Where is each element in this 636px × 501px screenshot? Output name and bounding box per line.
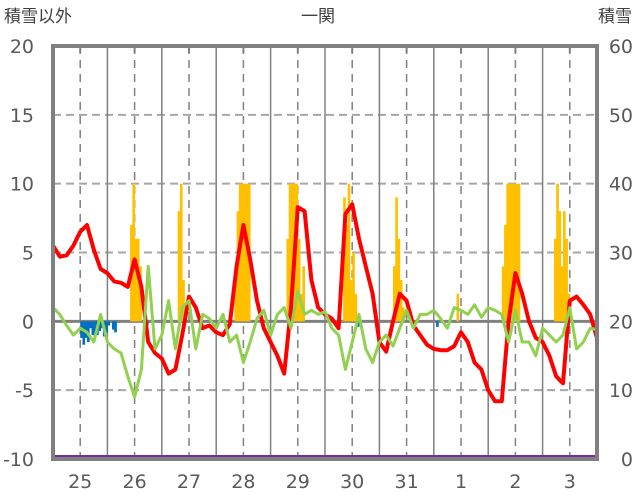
blue-bar (84, 321, 88, 338)
left-tick-label: 10 (10, 174, 34, 196)
blue-bar (82, 321, 86, 345)
x-tick-label: 30 (340, 471, 364, 493)
snow-bar (513, 183, 516, 322)
blue-bar (107, 321, 111, 326)
blue-bar (111, 321, 115, 330)
left-tick-label: -10 (3, 449, 34, 471)
blue-bar (89, 321, 92, 329)
left-tick-label: 0 (22, 311, 34, 333)
chart-title: 一関 (301, 7, 335, 27)
snow-bar (508, 183, 512, 322)
x-tick-label: 3 (564, 471, 576, 493)
snow-bar (177, 211, 181, 322)
plot-frame (51, 44, 599, 461)
snow-bar (558, 211, 562, 322)
snow-bar (288, 183, 292, 322)
blue-bar (93, 321, 97, 338)
snow-bar (501, 266, 505, 322)
snow-bar (134, 238, 138, 322)
snow-bar (393, 266, 396, 322)
x-tick-label: 26 (123, 471, 147, 493)
snow-bar (345, 224, 349, 322)
left-axis-title: 積雪以外 (4, 7, 72, 27)
blue-bar (105, 321, 108, 333)
snow-bar (234, 280, 237, 322)
x-tick-label: 28 (231, 471, 255, 493)
snow-bar (243, 183, 247, 322)
snow-bar (302, 266, 305, 322)
left-tick-label: 20 (10, 36, 34, 58)
green-line (51, 264, 598, 399)
snow-bar (286, 238, 290, 322)
snow-bar (553, 238, 557, 322)
snow-bar (347, 183, 351, 322)
blue-bar (91, 321, 95, 336)
snow-bar (352, 252, 355, 322)
snow-bar (504, 224, 507, 322)
snow-bar (556, 183, 559, 322)
snow-bar (132, 183, 135, 322)
x-tick-label: 25 (68, 471, 92, 493)
snow-bar (349, 280, 353, 322)
left-tick-label: 15 (10, 105, 34, 127)
x-tick-label: 1 (455, 471, 467, 493)
x-tick-label: 31 (395, 471, 419, 493)
right-tick-label: 40 (609, 174, 633, 196)
snow-bar (182, 280, 185, 322)
snow-bar (354, 293, 358, 322)
x-tick-label: 2 (509, 471, 521, 493)
snow-bar (563, 211, 566, 322)
right-tick-label: 60 (609, 36, 633, 58)
left-tick-label: -5 (15, 380, 34, 402)
blue-bar (436, 321, 439, 327)
snow-bar (560, 266, 564, 322)
snow-bar (510, 183, 514, 322)
snow-bar (517, 183, 521, 322)
plot-border (51, 44, 599, 461)
blue-bar (98, 321, 101, 331)
x-tick-label: 29 (286, 471, 310, 493)
right-tick-label: 0 (621, 449, 633, 471)
snow-bar (297, 238, 301, 322)
left-tick-label: 5 (22, 243, 34, 265)
right-axis-title: 積雪 (598, 7, 632, 27)
snow-bar (395, 197, 398, 322)
snow-bar (241, 183, 244, 322)
right-tick-label: 20 (609, 311, 633, 333)
x-tick-label: 27 (177, 471, 201, 493)
blue-bar (114, 321, 117, 333)
snow-bar (399, 280, 403, 322)
right-tick-label: 30 (609, 243, 633, 265)
snow-bar (565, 238, 568, 322)
right-tick-label: 50 (609, 105, 633, 127)
right-tick-label: 10 (609, 380, 633, 402)
snow-bar (506, 183, 509, 322)
snow-bar (179, 183, 183, 322)
snow-bar (515, 183, 519, 322)
snow-bar (291, 183, 294, 322)
snow-bar (397, 238, 401, 322)
snow-bar (402, 307, 405, 322)
snow-bar (295, 183, 299, 322)
